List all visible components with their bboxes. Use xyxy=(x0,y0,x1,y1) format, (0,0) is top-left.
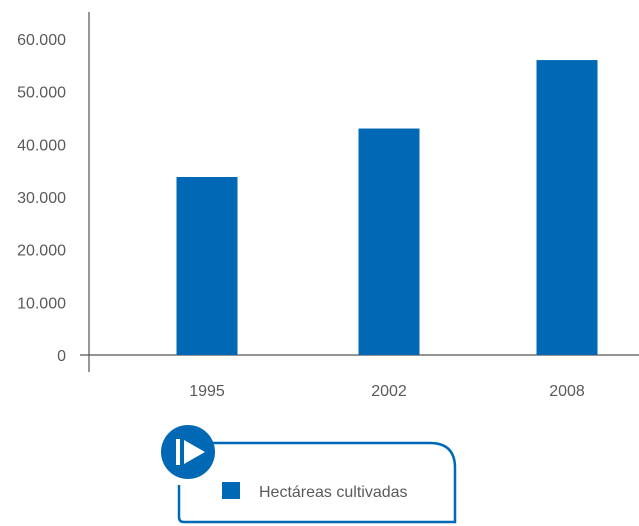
legend: Hectáreas cultivadas xyxy=(161,425,457,524)
y-tick-label: 10.000 xyxy=(17,295,66,312)
bar-1995 xyxy=(176,176,238,355)
legend-label: Hectáreas cultivadas xyxy=(259,484,408,501)
bar-2008 xyxy=(536,60,598,356)
bar-2002 xyxy=(358,128,420,355)
y-tick-label: 60.000 xyxy=(17,32,66,49)
y-tick-label: 50.000 xyxy=(17,85,66,102)
y-tick-label: 30.000 xyxy=(17,190,66,207)
play-icon-bar xyxy=(176,439,180,465)
x-tick-labels: 1995 2002 2008 xyxy=(189,383,585,400)
x-tick-label: 1995 xyxy=(189,383,225,400)
y-tick-label: 0 xyxy=(57,348,66,365)
x-tick-label: 2008 xyxy=(549,383,585,400)
x-tick-label: 2002 xyxy=(371,383,407,400)
y-tick-label: 20.000 xyxy=(17,243,66,260)
y-tick-label: 40.000 xyxy=(17,137,66,154)
y-tick-labels: 0 10.000 20.000 30.000 40.000 50.000 60.000 xyxy=(17,32,66,365)
bars-group xyxy=(176,60,598,356)
play-icon-triangle xyxy=(184,440,205,464)
legend-frame xyxy=(177,441,457,524)
legend-swatch xyxy=(222,482,240,499)
